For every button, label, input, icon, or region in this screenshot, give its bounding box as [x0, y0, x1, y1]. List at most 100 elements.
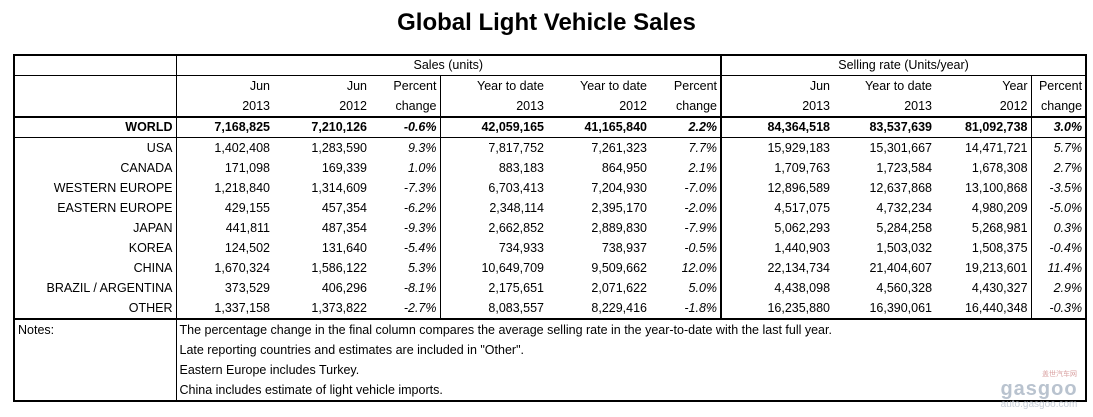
header-group-row: Sales (units) Selling rate (Units/year): [13, 54, 1088, 76]
col-header-bottom: 2012: [935, 96, 1032, 118]
notes-row: Eastern Europe includes Turkey.: [13, 360, 1088, 380]
header-group-sales: Sales (units): [176, 54, 723, 76]
table-cell: 4,430,327: [935, 278, 1032, 298]
col-header-top: Year to date: [865, 79, 933, 93]
table-cell: 1,709,763: [774, 161, 831, 175]
table-cell: 1,337,158: [214, 301, 270, 315]
col-header-top: Percent: [1031, 75, 1088, 96]
table-cell: 487,354: [321, 221, 367, 235]
table-cell: -2.0%: [650, 198, 723, 218]
notes-blank: [13, 360, 177, 380]
table-cell: -3.5%: [1031, 178, 1088, 198]
table-cell: 0.3%: [1031, 218, 1088, 238]
table-cell: -0.5%: [650, 238, 723, 258]
table-cell: 457,354: [321, 201, 367, 215]
table-cell: 1,402,408: [214, 141, 270, 155]
table-cell: 2,071,622: [591, 281, 647, 295]
col-header-top: Percent: [650, 75, 723, 96]
note-line: The percentage change in the final colum…: [176, 318, 1088, 340]
table-cell: 7,168,825: [176, 117, 273, 138]
region-name: BRAZIL / ARGENTINA: [13, 278, 177, 298]
table-cell: 4,517,075: [774, 201, 831, 215]
header-blank: [13, 75, 177, 96]
col-header-top: Jun: [346, 79, 367, 93]
table-cell: 13,100,868: [935, 178, 1032, 198]
table-cell: 10,649,709: [481, 261, 544, 275]
col-header-bottom: 2012: [273, 96, 370, 118]
header-corner: [13, 54, 177, 76]
table-cell: -9.3%: [370, 218, 441, 238]
col-header-top: Year to date: [477, 79, 544, 93]
table-cell: 7,210,126: [273, 117, 370, 138]
table-cell: 8,229,416: [591, 301, 647, 315]
table-cell: 41,165,840: [547, 117, 650, 138]
table-cell: -7.3%: [370, 178, 441, 198]
table-cell: 5,062,293: [774, 221, 831, 235]
col-header-top: Jun: [249, 79, 270, 93]
table-cell: 1,508,375: [935, 238, 1032, 258]
table-row: JAPAN 441,811 487,354 -9.3% 2,662,852 2,889,8…: [13, 218, 1088, 238]
notes-blank: [13, 380, 177, 402]
table-cell: 5.0%: [650, 278, 723, 298]
world-row: WORLD 7,168,825 7,210,126 -0.6% 42,059,165 41…: [13, 117, 1088, 138]
table-cell: 3.0%: [1031, 117, 1088, 138]
table-cell: 9,509,662: [591, 261, 647, 275]
table-row: CANADA 171,098 169,339 1.0% 883,183 864,950 2.…: [13, 158, 1088, 178]
col-header-top: Year to date: [580, 79, 647, 93]
header-group-rate: Selling rate (Units/year): [721, 54, 1088, 76]
table-cell: 124,502: [224, 241, 270, 255]
table-cell: 4,980,209: [935, 198, 1032, 218]
watermark-url: auto.gasgoo.com: [1000, 399, 1078, 410]
table-cell: 1,218,840: [214, 181, 270, 195]
header-row-2: 2013 2012 change 2013 2012 change 2013 2…: [13, 96, 1088, 118]
table-cell: -7.9%: [650, 218, 723, 238]
sales-table: Sales (units) Selling rate (Units/year) …: [13, 54, 1088, 402]
table-cell: 4,438,098: [774, 281, 831, 295]
table-cell: 2,662,852: [488, 221, 544, 235]
table-cell: 883,183: [498, 161, 544, 175]
col-header-bottom: 2012: [547, 96, 650, 118]
table-cell: 21,404,607: [869, 261, 933, 275]
table-cell: 15,301,667: [869, 141, 933, 155]
table-cell: 2.7%: [1031, 158, 1088, 178]
note-line: Eastern Europe includes Turkey.: [176, 360, 1088, 380]
table-cell: 4,560,328: [876, 281, 933, 295]
region-name: OTHER: [13, 298, 177, 319]
table-cell: 441,811: [225, 221, 270, 235]
note-line: Late reporting countries and estimates a…: [176, 340, 1088, 360]
table-cell: 16,390,061: [869, 301, 933, 315]
table-cell: 15,929,183: [767, 141, 831, 155]
table-cell: 734,933: [498, 241, 544, 255]
col-header-bottom: 2013: [440, 96, 547, 118]
table-cell: 2,395,170: [591, 201, 647, 215]
table-cell: 19,213,601: [935, 258, 1032, 278]
table-cell: 42,059,165: [440, 117, 547, 138]
header-row-1: Jun Jun Percent Year to date Year to dat…: [13, 75, 1088, 96]
table-cell: 1,678,308: [935, 158, 1032, 178]
col-header-bottom: change: [370, 96, 441, 118]
notes-row: Notes: The percentage change in the fina…: [13, 318, 1088, 340]
region-name: CHINA: [13, 258, 177, 278]
table-cell: 81,092,738: [935, 117, 1032, 138]
table-cell: 5.7%: [1031, 137, 1088, 158]
notes-label: Notes:: [13, 318, 177, 340]
table-cell: 12,896,589: [767, 181, 831, 195]
table-cell: 373,529: [224, 281, 270, 295]
region-name: EASTERN EUROPE: [13, 198, 177, 218]
table-cell: 5,284,258: [876, 221, 933, 235]
table-cell: 12,637,868: [869, 181, 933, 195]
table-cell: 9.3%: [370, 137, 441, 158]
table-cell: 7,817,752: [488, 141, 544, 155]
table-cell: 1,440,903: [774, 241, 831, 255]
table-cell: 2,348,114: [489, 201, 544, 215]
table-cell: -8.1%: [370, 278, 441, 298]
note-line: China includes estimate of light vehicle…: [176, 380, 1088, 402]
table-cell: 5.3%: [370, 258, 441, 278]
table-cell: 84,364,518: [721, 117, 834, 138]
table-row: EASTERN EUROPE 429,155 457,354 -6.2% 2,348,1…: [13, 198, 1088, 218]
table-cell: 1,723,584: [876, 161, 933, 175]
col-header-bottom: 2013: [176, 96, 273, 118]
col-header-bottom: change: [1031, 96, 1088, 118]
table-cell: 171,098: [224, 161, 270, 175]
notes-blank: [13, 340, 177, 360]
